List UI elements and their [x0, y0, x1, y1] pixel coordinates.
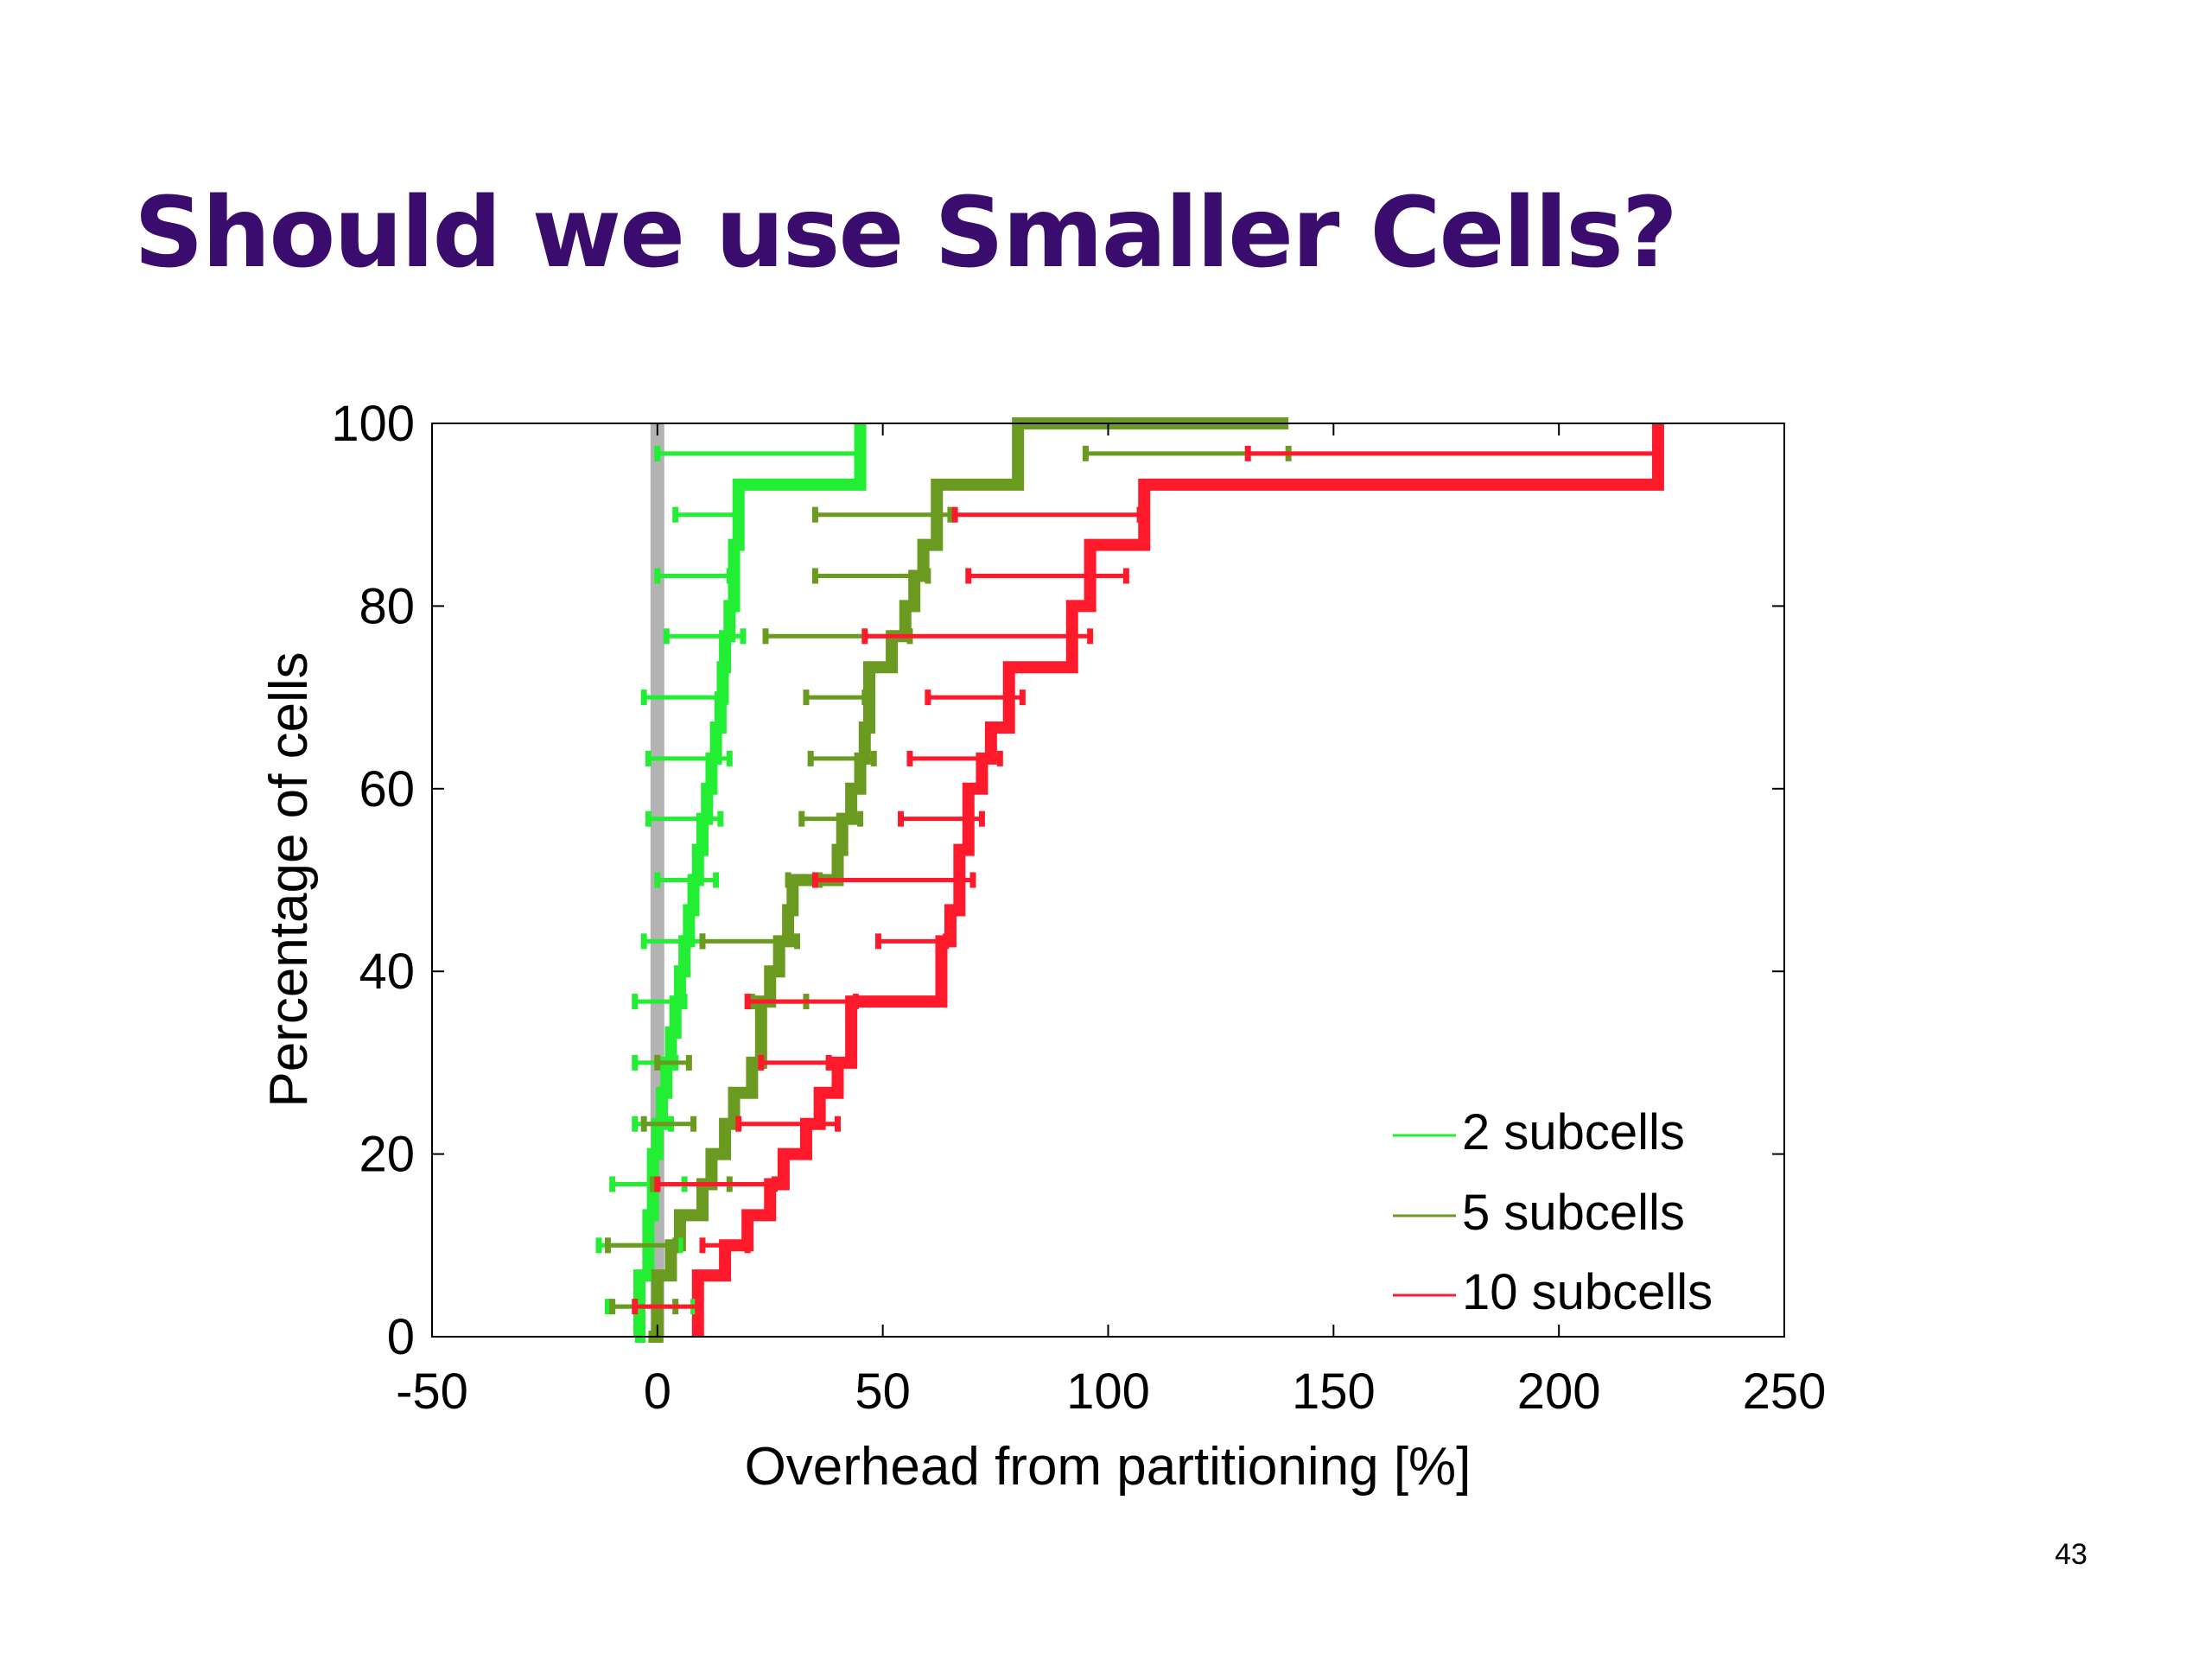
- x-axis-label: Overhead from partitioning [%]: [745, 1437, 1471, 1497]
- y-tick-label: 100: [331, 396, 415, 452]
- x-tick-label: 0: [644, 1363, 671, 1420]
- error-bar-s3-13: [654, 1176, 778, 1192]
- error-bar-s3-7: [898, 810, 985, 827]
- error-bar-s1-8: [654, 872, 720, 888]
- error-bar-s3-14: [699, 1237, 751, 1254]
- error-bar-s2-9: [699, 933, 801, 950]
- error-bar-s3-5: [925, 690, 1026, 706]
- error-bar-s3-8: [811, 872, 976, 888]
- error-bar-s2-14: [604, 1237, 679, 1254]
- error-bar-s1-7: [645, 810, 724, 827]
- legend-label: 2 subcells: [1462, 1104, 1685, 1160]
- error-bar-s1-2: [672, 506, 742, 523]
- legend-label: 5 subcells: [1462, 1185, 1685, 1241]
- error-bar-s3-12: [735, 1116, 841, 1132]
- x-tick-label: 200: [1517, 1363, 1601, 1420]
- error-bar-s3-6: [906, 750, 1003, 766]
- y-axis-label: Percentage of cells: [259, 652, 319, 1107]
- error-bar-s3-10: [744, 994, 859, 1010]
- error-bar-s3-11: [758, 1054, 832, 1071]
- x-tick-label: 250: [1743, 1363, 1827, 1420]
- x-tick-label: 100: [1066, 1363, 1150, 1420]
- error-bar-s3-9: [874, 933, 950, 950]
- error-bar-s3-3: [965, 568, 1129, 584]
- error-bar-s3-4: [861, 628, 1094, 645]
- error-bar-s1-10: [632, 994, 688, 1010]
- error-bar-s2-3: [811, 568, 931, 584]
- x-tick-label: 50: [855, 1363, 911, 1420]
- error-bar-s1-5: [640, 690, 728, 706]
- x-tick-label: 150: [1292, 1363, 1376, 1420]
- legend-item-1: 2 subcells: [1393, 1104, 1685, 1160]
- legend-item-3: 10 subcells: [1393, 1264, 1713, 1320]
- y-tick-label: 20: [359, 1127, 415, 1183]
- slide-title: Should we use Smaller Cells?: [134, 177, 1678, 289]
- error-bar-s2-5: [803, 690, 868, 706]
- legend-label: 10 subcells: [1462, 1264, 1713, 1320]
- error-bar-s1-4: [663, 628, 747, 645]
- error-bar-s1-1: [654, 445, 864, 461]
- error-bar-s3-15: [632, 1299, 702, 1315]
- y-tick-label: 40: [359, 944, 415, 1000]
- error-bar-s3-2: [951, 506, 1143, 523]
- error-bar-s2-6: [807, 750, 877, 766]
- error-bar-s2-2: [811, 506, 954, 523]
- y-tick-label: 80: [359, 578, 415, 634]
- y-tick-label: 0: [387, 1309, 415, 1365]
- error-bar-s2-12: [640, 1116, 697, 1132]
- error-bar-s1-3: [654, 568, 733, 584]
- x-tick-label: -50: [396, 1363, 468, 1420]
- error-bar-s2-7: [798, 810, 864, 827]
- error-bar-s1-6: [645, 750, 733, 766]
- legend-item-2: 5 subcells: [1393, 1185, 1685, 1241]
- error-bar-s3-1: [1244, 445, 1662, 461]
- page-number: 43: [2055, 1538, 2088, 1571]
- error-bar-s2-11: [654, 1054, 692, 1071]
- y-tick-label: 60: [359, 761, 415, 817]
